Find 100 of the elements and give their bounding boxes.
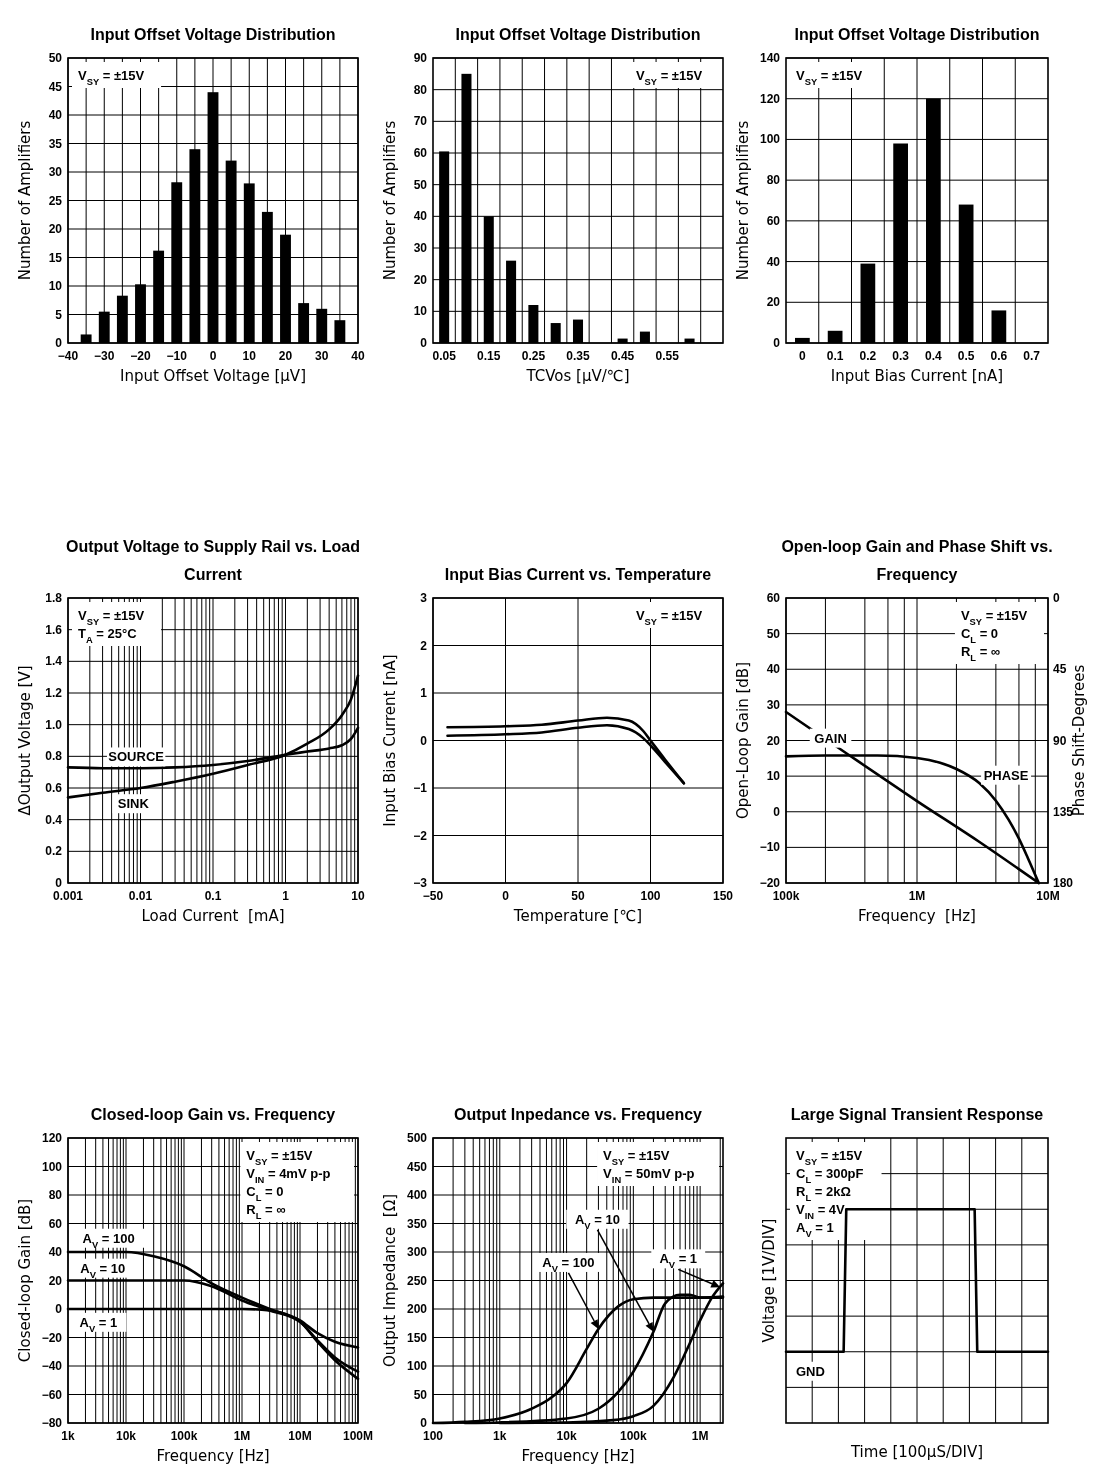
y-tick-label: 15 [48,250,63,265]
x-tick-label: 0 [502,889,510,903]
y-tick-label: 60 [766,591,781,605]
series-label: SOURCE [108,749,165,765]
text: V$_{SY}$ = ±15V [796,1148,863,1167]
y-tick-label: −80 [41,1416,63,1430]
x-axis-title: Time [100µS/DIV] [849,1443,984,1461]
y2-tick-label: 90 [1053,733,1067,748]
y-tick-label: 5 [55,307,63,322]
x-tick-label: 1M [233,1429,251,1443]
chart-title: Output Inpedance vs. Frequency [453,1106,703,1123]
x-tick-label: 40 [351,349,365,363]
x-tick-label: −30 [94,349,115,363]
y-tick-label: 150 [406,1330,428,1345]
x-axis-title: Temperature [℃] [512,907,643,925]
annotation: A$_{V}$ = 1 [659,1251,698,1271]
y-tick-label: 30 [413,241,428,255]
y-tick-label: 0 [55,876,63,890]
y-tick-label: 2 [420,638,428,653]
y-tick-label: 40 [766,662,781,677]
annotation: V$_{IN}$ = 4V [796,1202,846,1221]
y-tick-label: 30 [766,697,781,712]
y-tick-label: 60 [413,146,428,160]
series-label: A$_{V}$ = 10 [80,1260,126,1280]
x-tick-label: 1M [908,889,926,903]
annotation: V$_{SY}$ = ±15V [246,1148,313,1167]
x-tick-label: 0.1 [204,889,222,903]
x-tick-label: 10M [288,1429,312,1443]
y-tick-label: 500 [406,1131,428,1145]
y-axis-title: Number of Amplifiers [16,120,34,281]
y-tick-label: 20 [766,733,781,748]
annotation: T$_{A}$ = 25°C [78,626,138,645]
y-tick-label: 30 [48,165,63,179]
y-tick-label: −20 [41,1330,63,1345]
x-tick-label: 1k [61,1429,75,1443]
y-tick-label: 80 [766,173,781,188]
x-tick-label: 0 [209,349,217,363]
y-tick-label: −20 [759,876,781,890]
x-tick-label: 0.1 [826,349,844,363]
y-tick-label: 50 [413,177,428,192]
x-tick-label: 100k [170,1429,198,1443]
annotation: V$_{SY}$ = ±15V [78,68,145,87]
chart-title: Input Offset Voltage Distribution [455,26,701,43]
annotation: A$_{V}$ = 1 [796,1220,834,1239]
y-tick-label: 1.6 [45,622,63,637]
y-tick-label: 0.2 [45,844,63,859]
x-tick-label: 0.3 [892,349,910,363]
annotation: A$_{V}$ = 10 [574,1211,620,1231]
y-axis-title: Closed-loop Gain [dB] [16,1198,34,1363]
y-axis-title: Number of Amplifiers [734,120,752,281]
y2-tick-label: 45 [1053,662,1067,677]
x-tick-label: 50 [571,889,585,903]
chart-title: Output Voltage to Supply Rail vs. Load Current [66,538,360,583]
x-tick-label: 30 [315,349,329,363]
y-tick-label: 60 [48,1216,63,1231]
y-tick-label: 80 [48,1188,63,1202]
y-tick-label: 50 [413,1387,428,1402]
x-tick-label: 0.35 [566,349,590,363]
chart-title: Open-loop Gain and Phase Shift vs. Frequency [781,538,1053,583]
x-axis-title: TCVos [µV/℃] [525,367,630,385]
y-tick-label: 45 [48,79,63,94]
y-tick-label: 60 [766,213,781,228]
y-tick-label: 450 [406,1159,428,1174]
y-tick-label: 300 [406,1245,428,1259]
y-tick-label: 200 [406,1302,428,1316]
chart-title: Input Offset Voltage Distribution [794,26,1040,43]
x-tick-label: 100M [342,1429,374,1443]
annotation: V$_{SY}$ = ±15V [635,68,703,87]
x-tick-label: 0.001 [52,889,84,903]
y-tick-label: 20 [48,222,63,236]
y-tick-label: 0.8 [45,749,63,764]
y-axis-title: ΔOutput Voltage [V] [16,665,34,816]
series-label: A$_{V}$ = 1 [79,1314,118,1334]
x-tick-label: 10k [115,1429,137,1443]
y-tick-label: −2 [413,828,428,843]
y-tick-label: 10 [48,279,63,293]
x-tick-label: 10M [1036,889,1060,903]
y-tick-label: 0 [420,336,428,350]
x-tick-label: 0.4 [925,349,943,363]
x-tick-label: 0.05 [432,349,457,363]
y-tick-label: 400 [406,1188,428,1202]
x-tick-label: 0.25 [521,349,546,363]
y-tick-label: 250 [406,1273,428,1288]
y-tick-label: 120 [759,91,781,106]
y-tick-label: 0.6 [45,781,63,795]
y2-tick-label: 0 [1053,591,1060,605]
y-tick-label: 0 [55,336,63,350]
chart-title: Closed-loop Gain vs. Frequency [90,1106,336,1123]
series-label: SINK [117,796,150,812]
x-tick-label: 0.7 [1023,349,1041,363]
x-tick-label: 1 [282,889,290,903]
x-tick-label: 100k [772,889,800,903]
x-tick-label: 0.2 [859,349,877,363]
y-tick-label: 90 [413,51,428,65]
y-tick-label: 1.0 [45,717,63,732]
series-label: GAIN [814,730,847,746]
y-tick-label: −3 [413,876,428,890]
y-tick-label: 0 [420,1416,428,1430]
y-tick-label: 35 [48,136,63,151]
chart-title: Input Bias Current vs. Temperature [444,566,712,583]
